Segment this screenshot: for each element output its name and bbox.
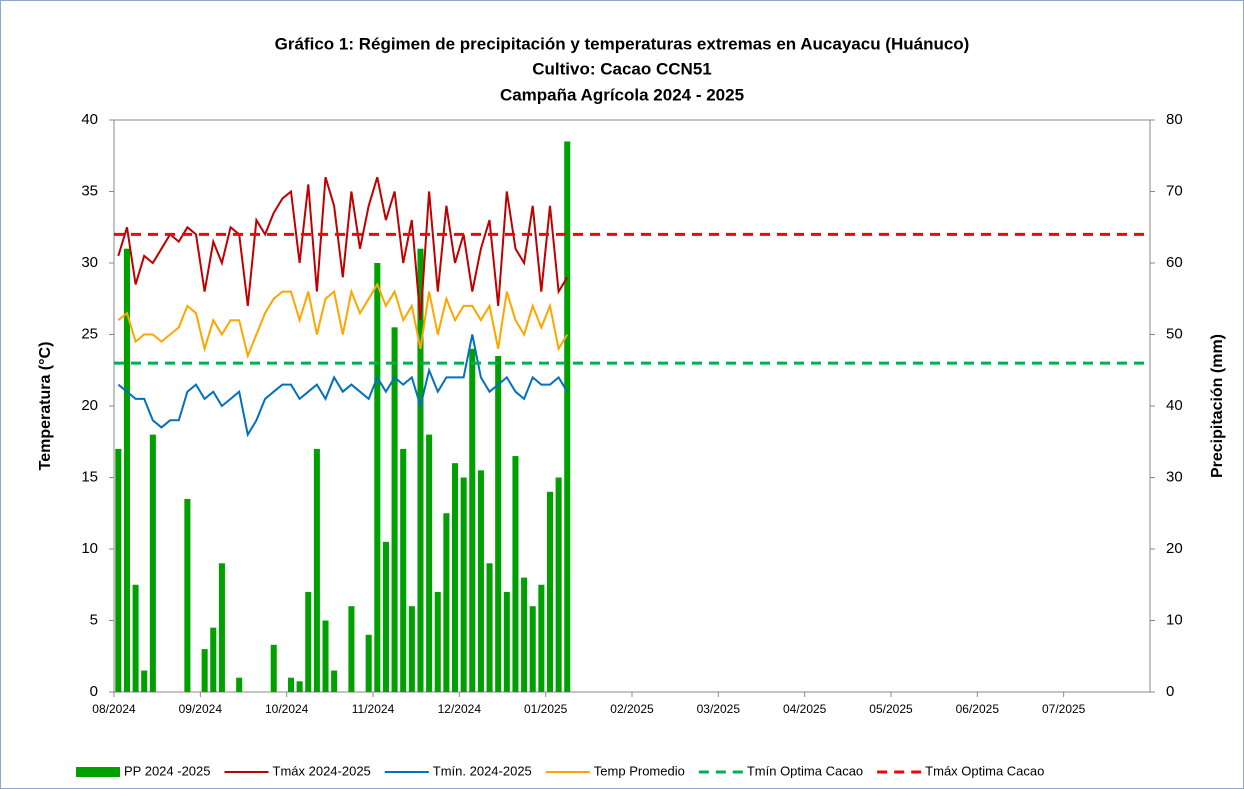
y-tick-label: 20 (81, 397, 98, 414)
legend-label: Tmáx Optima Cacao (925, 763, 1044, 778)
chart-subtitle: Cultivo: Cacao CCN51 (532, 59, 711, 78)
legend-swatch (76, 767, 120, 777)
bar (451, 463, 459, 692)
bar (123, 248, 130, 692)
y2-tick-label: 70 (1166, 182, 1183, 199)
bar (426, 434, 433, 692)
y2-tick-label: 80 (1166, 111, 1183, 128)
bar (486, 563, 493, 692)
y-tick-label: 10 (81, 540, 98, 557)
x-tick-label: 01/2025 (524, 702, 568, 716)
bar (408, 606, 415, 692)
bar (218, 563, 225, 692)
legend-label: Temp Promedio (594, 763, 685, 778)
y-tick-label: 25 (81, 325, 98, 342)
legend-label: Tmín. 2024-2025 (433, 763, 532, 778)
bar (141, 670, 148, 692)
bar (400, 448, 407, 692)
y-tick-label: 35 (81, 182, 98, 199)
y2-axis-label: Precipitación (mm) (1209, 334, 1226, 478)
x-tick-label: 12/2024 (438, 702, 482, 716)
x-tick-label: 08/2024 (92, 702, 136, 716)
y2-tick-label: 60 (1166, 254, 1183, 271)
chart-subtitle: Campaña Agrícola 2024 - 2025 (500, 85, 744, 104)
bar (495, 355, 502, 692)
y-tick-label: 5 (90, 611, 98, 628)
y-tick-label: 15 (81, 468, 98, 485)
bar (236, 677, 243, 692)
x-tick-label: 03/2025 (697, 702, 741, 716)
bar (184, 498, 191, 692)
bar (512, 456, 519, 692)
x-tick-label: 11/2024 (352, 702, 395, 716)
bar (201, 649, 208, 692)
bar (331, 670, 338, 692)
y2-tick-label: 50 (1166, 325, 1183, 342)
bar (305, 591, 312, 692)
y2-tick-label: 30 (1166, 468, 1183, 485)
bar (477, 470, 484, 692)
bar (538, 584, 545, 692)
bar (132, 584, 139, 692)
y-tick-label: 30 (81, 254, 98, 271)
bar (555, 477, 562, 692)
line (117, 176, 569, 321)
x-tick-label: 04/2025 (783, 702, 827, 716)
bar (296, 681, 303, 692)
bar (503, 591, 510, 692)
bar (287, 677, 295, 692)
x-tick-label: 07/2025 (1042, 702, 1086, 716)
bar (443, 513, 450, 692)
x-tick-label: 06/2025 (956, 702, 1000, 716)
bar (270, 644, 277, 692)
x-tick-label: 10/2024 (265, 702, 309, 716)
bar (365, 634, 372, 692)
bar (546, 491, 554, 692)
bar (460, 477, 467, 692)
bar (374, 263, 381, 692)
y2-tick-label: 0 (1166, 683, 1174, 700)
x-tick-label: 09/2024 (179, 702, 223, 716)
y-axis-label: Temperatura (°C) (37, 342, 54, 471)
bar (313, 448, 320, 692)
bar (322, 620, 329, 692)
bar (210, 627, 217, 692)
x-tick-label: 02/2025 (610, 702, 654, 716)
bar (417, 248, 424, 692)
bar (391, 327, 398, 692)
y-tick-label: 0 (90, 683, 98, 700)
bar (149, 434, 156, 692)
bar (529, 606, 536, 692)
chart-title: Gráfico 1: Régimen de precipitación y te… (275, 34, 970, 53)
legend-label: Tmín Optima Cacao (747, 763, 863, 778)
y2-tick-label: 40 (1166, 397, 1183, 414)
bar (382, 541, 389, 692)
bar (115, 448, 122, 692)
legend-label: Tmáx 2024-2025 (273, 763, 371, 778)
y2-tick-label: 20 (1166, 540, 1183, 557)
bar (469, 348, 476, 692)
x-tick-label: 05/2025 (869, 702, 913, 716)
line (117, 334, 569, 438)
legend-label: PP 2024 -2025 (124, 763, 211, 778)
bar (434, 591, 441, 692)
bar (348, 606, 355, 692)
y2-tick-label: 10 (1166, 611, 1183, 628)
y-tick-label: 40 (81, 111, 98, 128)
line (117, 282, 569, 360)
bar (564, 141, 571, 692)
bar (521, 577, 528, 692)
